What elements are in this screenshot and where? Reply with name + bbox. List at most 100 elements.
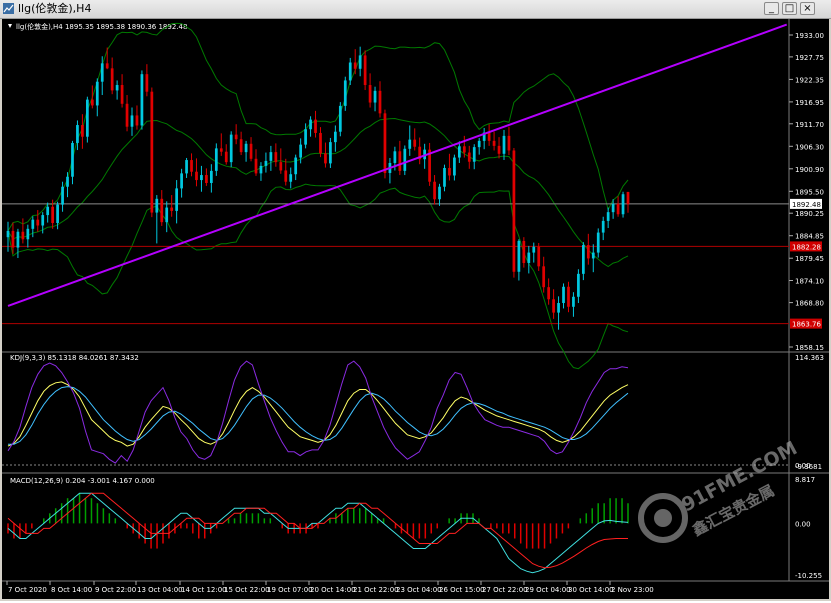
candle-body [457, 146, 461, 158]
price-label-text: 1863.76 [792, 321, 821, 329]
candle-body [591, 252, 595, 259]
close-button[interactable]: × [800, 2, 815, 15]
candle-body [219, 148, 223, 152]
price-label-box [790, 241, 822, 252]
candle-body [567, 286, 570, 307]
time-tick-label: 15 Oct 22:00 [224, 586, 270, 594]
candle-body [229, 134, 233, 163]
candle-body [482, 132, 486, 141]
candle-body [105, 63, 109, 69]
candle-body [329, 142, 332, 164]
candle-body [428, 149, 431, 182]
candle-body [180, 173, 183, 189]
macd-indicator[interactable] [7, 492, 629, 574]
panel-collapse-icon[interactable] [8, 24, 12, 28]
candle-body [21, 231, 25, 240]
candle-body [522, 240, 526, 264]
candle-body [448, 167, 451, 176]
candle-body [150, 91, 154, 213]
candle-body [264, 160, 268, 166]
candlestick-chart[interactable] [2, 22, 789, 370]
candle-body [512, 150, 516, 272]
candle-body [358, 55, 362, 69]
candle-body [46, 206, 50, 216]
candle-body [160, 198, 164, 223]
candle-body [120, 85, 124, 104]
candle-body [467, 152, 471, 162]
time-tick-label: 13 Oct 04:00 [137, 586, 183, 594]
candle-body [552, 299, 555, 313]
candle-body [304, 129, 307, 145]
time-tick-label: 27 Oct 22:00 [482, 586, 528, 594]
maximize-button[interactable]: □ [782, 2, 797, 15]
candle-body [16, 231, 20, 248]
main-panel-info: llg(伦敦金),H4 1895.35 1895.38 1890.36 1892… [16, 22, 187, 31]
candle-body [81, 125, 84, 137]
candle-body [462, 146, 466, 153]
window-titlebar[interactable]: llg(伦敦金),H4 _ □ × [0, 0, 831, 19]
time-tick-label: 29 Oct 04:00 [525, 586, 571, 594]
candle-body [90, 99, 94, 106]
candle-body [398, 151, 402, 171]
candle-body [209, 170, 213, 183]
candle-body [616, 203, 620, 215]
time-tick-label: 26 Oct 15:00 [439, 586, 485, 594]
candle-body [438, 186, 441, 200]
candle-body [130, 115, 134, 127]
candle-body [76, 125, 79, 143]
candle-body [135, 115, 139, 126]
chart-window-icon [3, 3, 14, 14]
watermark: 91FME.COM 鑫汇宝贵金属 [638, 437, 801, 543]
candle-body [413, 139, 417, 147]
candle-body [294, 157, 298, 175]
price-tick-label: 1884.85 [795, 233, 824, 241]
trendline [7, 23, 788, 307]
chart-svg[interactable]: llg(伦敦金),H4 1895.35 1895.38 1890.36 1892… [2, 19, 829, 599]
window-title: llg(伦敦金),H4 [18, 2, 92, 15]
candle-body [577, 273, 580, 297]
candle-body [254, 158, 258, 174]
time-tick-label: 20 Oct 14:00 [310, 586, 356, 594]
candle-body [314, 119, 317, 133]
kdj-tick-label: -9.3681 [795, 463, 822, 471]
candle-body [403, 148, 407, 171]
candle-body [284, 170, 288, 182]
candle-body [378, 90, 382, 114]
candle-body [140, 74, 144, 126]
candle-body [333, 131, 337, 143]
kdj-indicator[interactable] [2, 360, 789, 466]
price-tick-label: 1911.70 [795, 121, 824, 129]
chart-area[interactable]: llg(伦敦金),H4 1895.35 1895.38 1890.36 1892… [2, 19, 829, 599]
candle-body [309, 119, 312, 130]
candle-body [363, 55, 367, 86]
candle-body [259, 165, 263, 174]
candle-body [626, 191, 630, 204]
price-tick-label: 1890.25 [795, 210, 824, 218]
candle-body [443, 167, 446, 187]
candle-body [601, 220, 605, 233]
kdj-line-k [7, 381, 629, 447]
macd-panel-label: MACD(12,26,9) 0.204 -3.001 4.167 0.000 [10, 477, 155, 485]
candle-body [368, 85, 372, 103]
candle-body [56, 204, 59, 223]
macd-tick-label: 8.817 [795, 476, 815, 484]
candle-body [527, 252, 531, 264]
candle-body [61, 186, 64, 205]
candle-body [324, 153, 327, 164]
macd-tick-label: 0.00 [795, 520, 811, 528]
candle-body [433, 181, 436, 200]
candle-body [36, 219, 40, 226]
candle-body [453, 157, 456, 176]
price-tick-label: 1874.10 [795, 278, 824, 286]
candle-body [85, 99, 89, 137]
candle-body [115, 85, 119, 91]
candle-body [557, 303, 560, 313]
candle-body [586, 245, 590, 259]
candle-body [343, 80, 347, 106]
minimize-button[interactable]: _ [764, 2, 779, 15]
candle-body [145, 74, 149, 92]
kdj-line-j [7, 360, 629, 464]
time-tick-label: 7 Oct 2020 [8, 586, 47, 594]
candle-body [393, 151, 397, 163]
